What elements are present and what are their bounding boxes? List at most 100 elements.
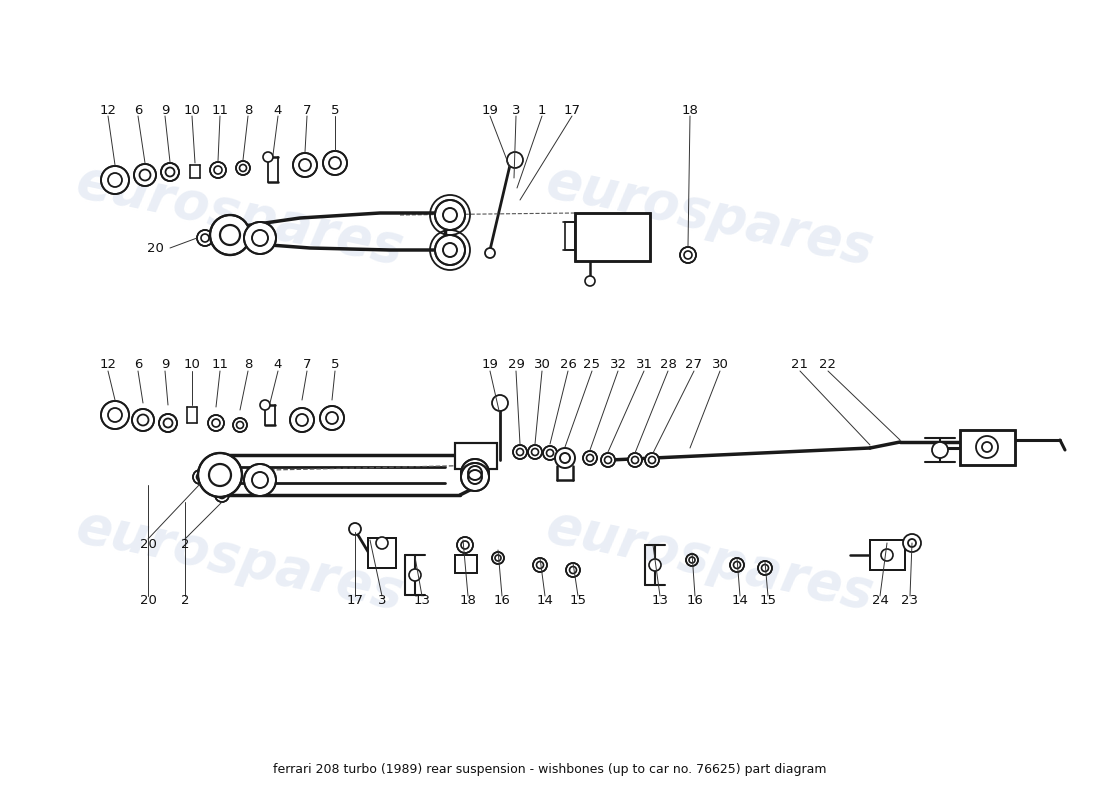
Text: 23: 23 xyxy=(902,594,918,606)
Text: 13: 13 xyxy=(651,594,669,606)
Bar xyxy=(960,430,1015,465)
Bar xyxy=(455,555,477,573)
Circle shape xyxy=(198,453,242,497)
Circle shape xyxy=(903,534,921,552)
Text: 9: 9 xyxy=(161,358,169,371)
Circle shape xyxy=(583,451,597,465)
Bar xyxy=(455,443,497,469)
Text: 12: 12 xyxy=(99,358,117,371)
Bar xyxy=(368,538,396,568)
Text: 16: 16 xyxy=(686,594,703,606)
Circle shape xyxy=(461,459,490,487)
Text: 8: 8 xyxy=(244,358,252,371)
Circle shape xyxy=(976,436,998,458)
Text: eurospares: eurospares xyxy=(72,500,408,620)
Circle shape xyxy=(210,215,250,255)
Bar xyxy=(575,213,650,261)
Bar xyxy=(565,222,575,250)
Text: 14: 14 xyxy=(537,594,553,606)
Circle shape xyxy=(758,561,772,575)
Circle shape xyxy=(649,559,661,571)
Circle shape xyxy=(210,162,225,178)
Bar xyxy=(870,540,905,570)
Circle shape xyxy=(409,569,421,581)
Circle shape xyxy=(601,453,615,467)
Circle shape xyxy=(461,463,490,491)
Text: 15: 15 xyxy=(759,594,777,606)
Circle shape xyxy=(160,414,177,432)
Text: 20: 20 xyxy=(140,538,156,551)
Text: 5: 5 xyxy=(331,103,339,117)
Text: 10: 10 xyxy=(184,103,200,117)
Text: 2: 2 xyxy=(180,538,189,551)
Text: 2: 2 xyxy=(180,594,189,606)
Text: 29: 29 xyxy=(507,358,525,371)
Circle shape xyxy=(628,453,642,467)
Circle shape xyxy=(101,401,129,429)
Text: 14: 14 xyxy=(732,594,748,606)
Circle shape xyxy=(645,453,659,467)
Circle shape xyxy=(208,415,224,431)
Text: 16: 16 xyxy=(494,594,510,606)
Text: 20: 20 xyxy=(146,242,164,254)
Text: 30: 30 xyxy=(534,358,550,371)
Text: 3: 3 xyxy=(377,594,386,606)
Text: 7: 7 xyxy=(302,103,311,117)
Circle shape xyxy=(456,537,473,553)
Circle shape xyxy=(293,153,317,177)
Text: 11: 11 xyxy=(211,358,229,371)
Circle shape xyxy=(323,151,346,175)
Text: 11: 11 xyxy=(211,103,229,117)
Text: 32: 32 xyxy=(609,358,627,371)
Circle shape xyxy=(492,395,508,411)
Text: 6: 6 xyxy=(134,358,142,371)
Text: 30: 30 xyxy=(712,358,728,371)
Bar xyxy=(368,538,396,568)
Text: 18: 18 xyxy=(682,103,698,117)
Text: 15: 15 xyxy=(570,594,586,606)
Circle shape xyxy=(161,163,179,181)
Text: eurospares: eurospares xyxy=(541,155,879,275)
Text: 10: 10 xyxy=(184,358,200,371)
Circle shape xyxy=(556,448,575,468)
Text: 28: 28 xyxy=(660,358,676,371)
Text: 12: 12 xyxy=(99,103,117,117)
Text: 26: 26 xyxy=(560,358,576,371)
Circle shape xyxy=(244,222,276,254)
Text: 19: 19 xyxy=(482,103,498,117)
Text: 13: 13 xyxy=(414,594,430,606)
Circle shape xyxy=(485,248,495,258)
Circle shape xyxy=(434,235,465,265)
Bar xyxy=(455,443,497,469)
Text: 20: 20 xyxy=(140,594,156,606)
Text: 25: 25 xyxy=(583,358,601,371)
Circle shape xyxy=(528,445,542,459)
Bar xyxy=(575,213,650,261)
Text: 18: 18 xyxy=(460,594,476,606)
Text: 5: 5 xyxy=(331,358,339,371)
Text: 17: 17 xyxy=(346,594,363,606)
Text: 22: 22 xyxy=(820,358,836,371)
Circle shape xyxy=(101,166,129,194)
Circle shape xyxy=(543,446,557,460)
Bar xyxy=(455,555,477,573)
Circle shape xyxy=(233,418,248,432)
Circle shape xyxy=(513,445,527,459)
Circle shape xyxy=(434,200,465,230)
Circle shape xyxy=(192,470,207,484)
Text: 3: 3 xyxy=(512,103,520,117)
Text: 9: 9 xyxy=(161,103,169,117)
Circle shape xyxy=(566,563,580,577)
Text: 1: 1 xyxy=(538,103,547,117)
Bar xyxy=(960,430,1015,465)
Circle shape xyxy=(236,161,250,175)
Circle shape xyxy=(349,523,361,535)
Text: 19: 19 xyxy=(482,358,498,371)
Circle shape xyxy=(507,152,522,168)
Circle shape xyxy=(686,554,698,566)
Circle shape xyxy=(585,276,595,286)
Circle shape xyxy=(132,409,154,431)
Text: 21: 21 xyxy=(792,358,808,371)
Text: 7: 7 xyxy=(302,358,311,371)
Circle shape xyxy=(320,406,344,430)
